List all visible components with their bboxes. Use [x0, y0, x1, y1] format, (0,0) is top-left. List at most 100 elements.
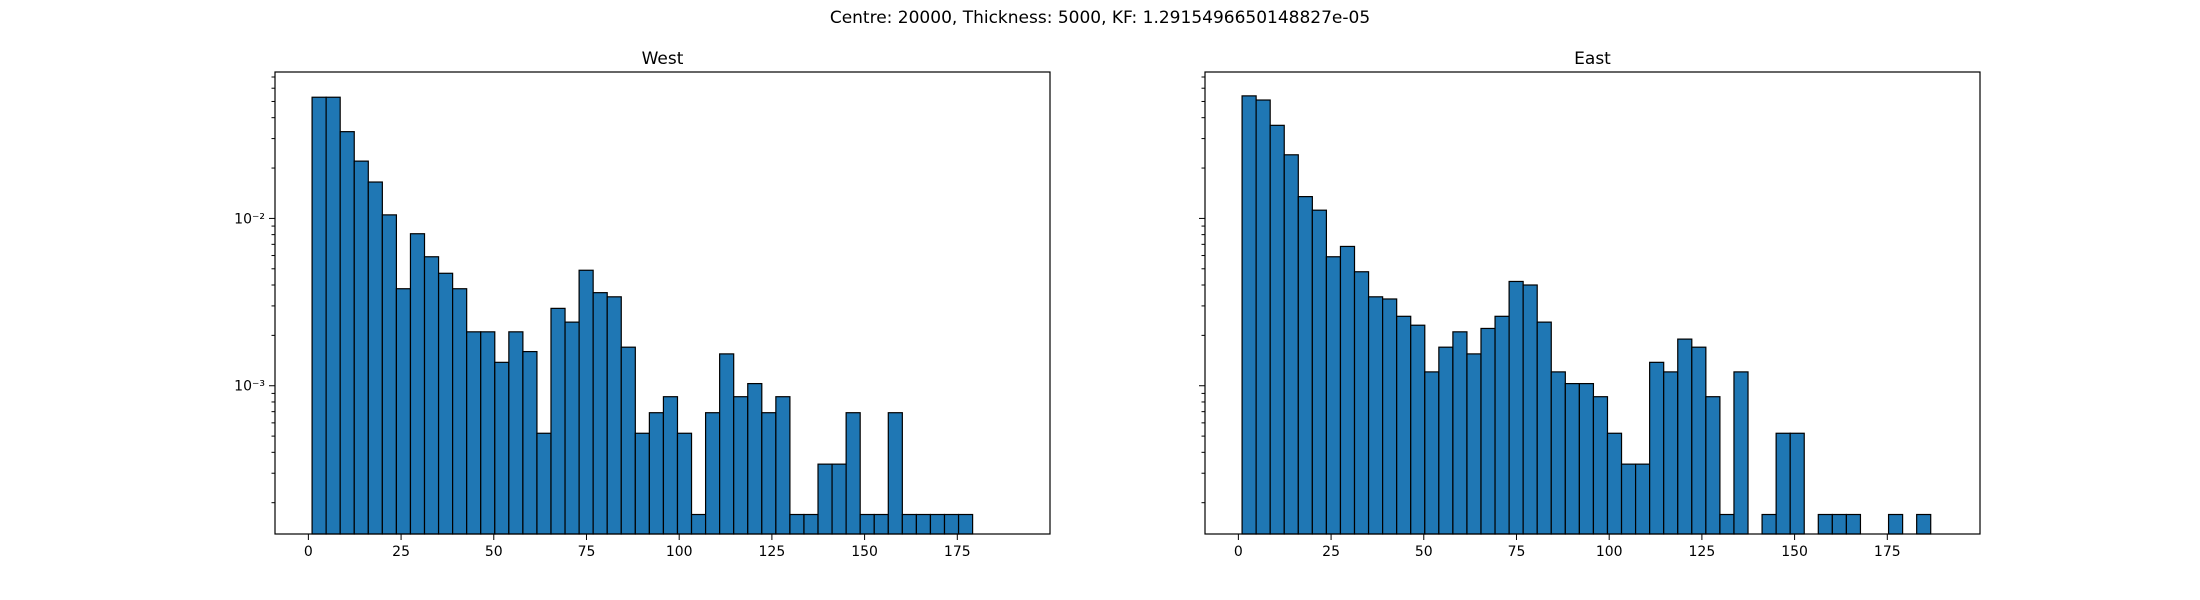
x-tick-label: 0	[1234, 544, 1243, 560]
histogram-bar	[480, 331, 496, 535]
histogram-bar	[1845, 513, 1862, 535]
histogram-bar	[1382, 298, 1398, 535]
histogram-bar	[1649, 361, 1665, 535]
histogram-bar	[1536, 321, 1552, 535]
histogram-bar	[1677, 338, 1693, 535]
west-panel: West 0 25 50 75 100 125 150 175 10⁻² 10⁻³	[234, 49, 1051, 560]
histogram-bar	[676, 432, 693, 535]
histogram-bar	[592, 292, 608, 535]
histogram-bar	[1775, 432, 1791, 535]
histogram-bar	[662, 396, 679, 535]
histogram-bar	[1916, 513, 1932, 535]
y-tick-label: 10⁻²	[234, 211, 265, 227]
histogram-bar	[873, 513, 889, 535]
x-tick-label: 125	[759, 544, 786, 560]
histogram-bar	[508, 331, 524, 535]
y-tick-label: 10⁻³	[234, 379, 265, 395]
histogram-bar	[1241, 95, 1257, 535]
histogram-bar	[522, 350, 538, 535]
histogram-bar	[887, 412, 903, 535]
histogram-bar	[789, 513, 805, 535]
histogram-bar	[1311, 209, 1328, 535]
histogram-bar	[494, 361, 510, 535]
east-panel: East 0 25 50 75 100 125 150 175	[1199, 49, 1981, 560]
histogram-bar	[578, 269, 594, 535]
histogram-bar	[704, 412, 721, 535]
histogram-bar	[409, 233, 426, 535]
histogram-bar	[1367, 296, 1384, 535]
histogram-bar	[1522, 284, 1538, 535]
histogram-bar	[634, 432, 650, 535]
histogram-bar	[1452, 331, 1468, 535]
histogram-bar	[1508, 280, 1524, 535]
histogram-bar	[1663, 371, 1679, 535]
x-tick-label: 50	[1415, 544, 1433, 560]
histogram-bar	[1634, 463, 1651, 535]
axes-frame	[1204, 71, 1981, 535]
histogram-bar	[1578, 382, 1595, 535]
histogram-bar	[1269, 124, 1285, 535]
histogram-bar	[719, 353, 735, 535]
histogram-bar	[1297, 196, 1313, 535]
histogram-bar	[1255, 99, 1271, 535]
histogram-bar	[1396, 315, 1412, 535]
histogram-bar	[1424, 371, 1440, 535]
histogram-bar	[620, 346, 636, 535]
x-tick-label: 125	[1689, 544, 1716, 560]
histogram-bar	[564, 321, 580, 535]
histogram-bar	[1761, 513, 1777, 535]
histogram-bar	[957, 513, 974, 535]
histogram-bar	[775, 396, 791, 535]
x-tick-label: 150	[1781, 544, 1808, 560]
histogram-bar	[311, 96, 327, 535]
histogram-bar	[1550, 371, 1566, 535]
axes-title: West	[642, 49, 684, 69]
histogram-bar	[1887, 513, 1904, 535]
figure-suptitle: Centre: 20000, Thickness: 5000, KF: 1.29…	[829, 8, 1371, 28]
histogram-bar	[1283, 154, 1299, 535]
histogram-bar	[845, 412, 861, 535]
x-tick-label: 75	[1508, 544, 1526, 560]
histogram-bar	[423, 256, 440, 535]
x-tick-label: 100	[1596, 544, 1623, 560]
histogram-bar	[831, 463, 847, 535]
histogram-bar	[381, 214, 398, 535]
histogram-bar	[929, 513, 946, 535]
x-tick-label: 175	[944, 544, 971, 560]
histogram-bar	[1719, 513, 1735, 535]
histogram-bar	[943, 513, 960, 535]
x-tick-label: 150	[851, 544, 878, 560]
histogram-bar	[901, 513, 917, 535]
x-tick-label: 25	[1322, 544, 1340, 560]
x-tick-label: 175	[1874, 544, 1901, 560]
histogram-bar	[747, 382, 763, 535]
histogram-bar	[1339, 245, 1356, 535]
x-tick-label: 0	[304, 544, 313, 560]
histogram-bar	[915, 513, 932, 535]
histogram-bar	[1606, 432, 1623, 535]
histogram-bar	[606, 296, 622, 535]
histogram-bar	[1438, 346, 1454, 535]
histogram-bar	[1705, 396, 1721, 535]
histogram-bar	[1691, 346, 1707, 535]
histogram-bar	[353, 160, 369, 535]
histogram-bar	[1733, 371, 1749, 535]
histogram-bar	[1789, 432, 1805, 535]
histogram-bar	[690, 513, 707, 535]
histogram-bar	[1410, 324, 1426, 535]
histogram-bar	[859, 513, 875, 535]
histogram-bar	[733, 396, 749, 535]
histogram-bar	[817, 463, 833, 535]
histogram-bar	[803, 513, 819, 535]
histogram-bar	[536, 432, 552, 535]
histogram-bar	[761, 412, 777, 535]
axes-title: East	[1574, 49, 1611, 69]
histogram-bar	[1353, 271, 1370, 535]
histogram-bar	[1564, 382, 1580, 535]
histogram-bar	[648, 412, 665, 535]
histogram-bar	[367, 181, 383, 535]
histogram-bar	[1831, 513, 1847, 535]
histogram-bar	[550, 307, 566, 535]
histogram-bar	[1817, 513, 1833, 535]
